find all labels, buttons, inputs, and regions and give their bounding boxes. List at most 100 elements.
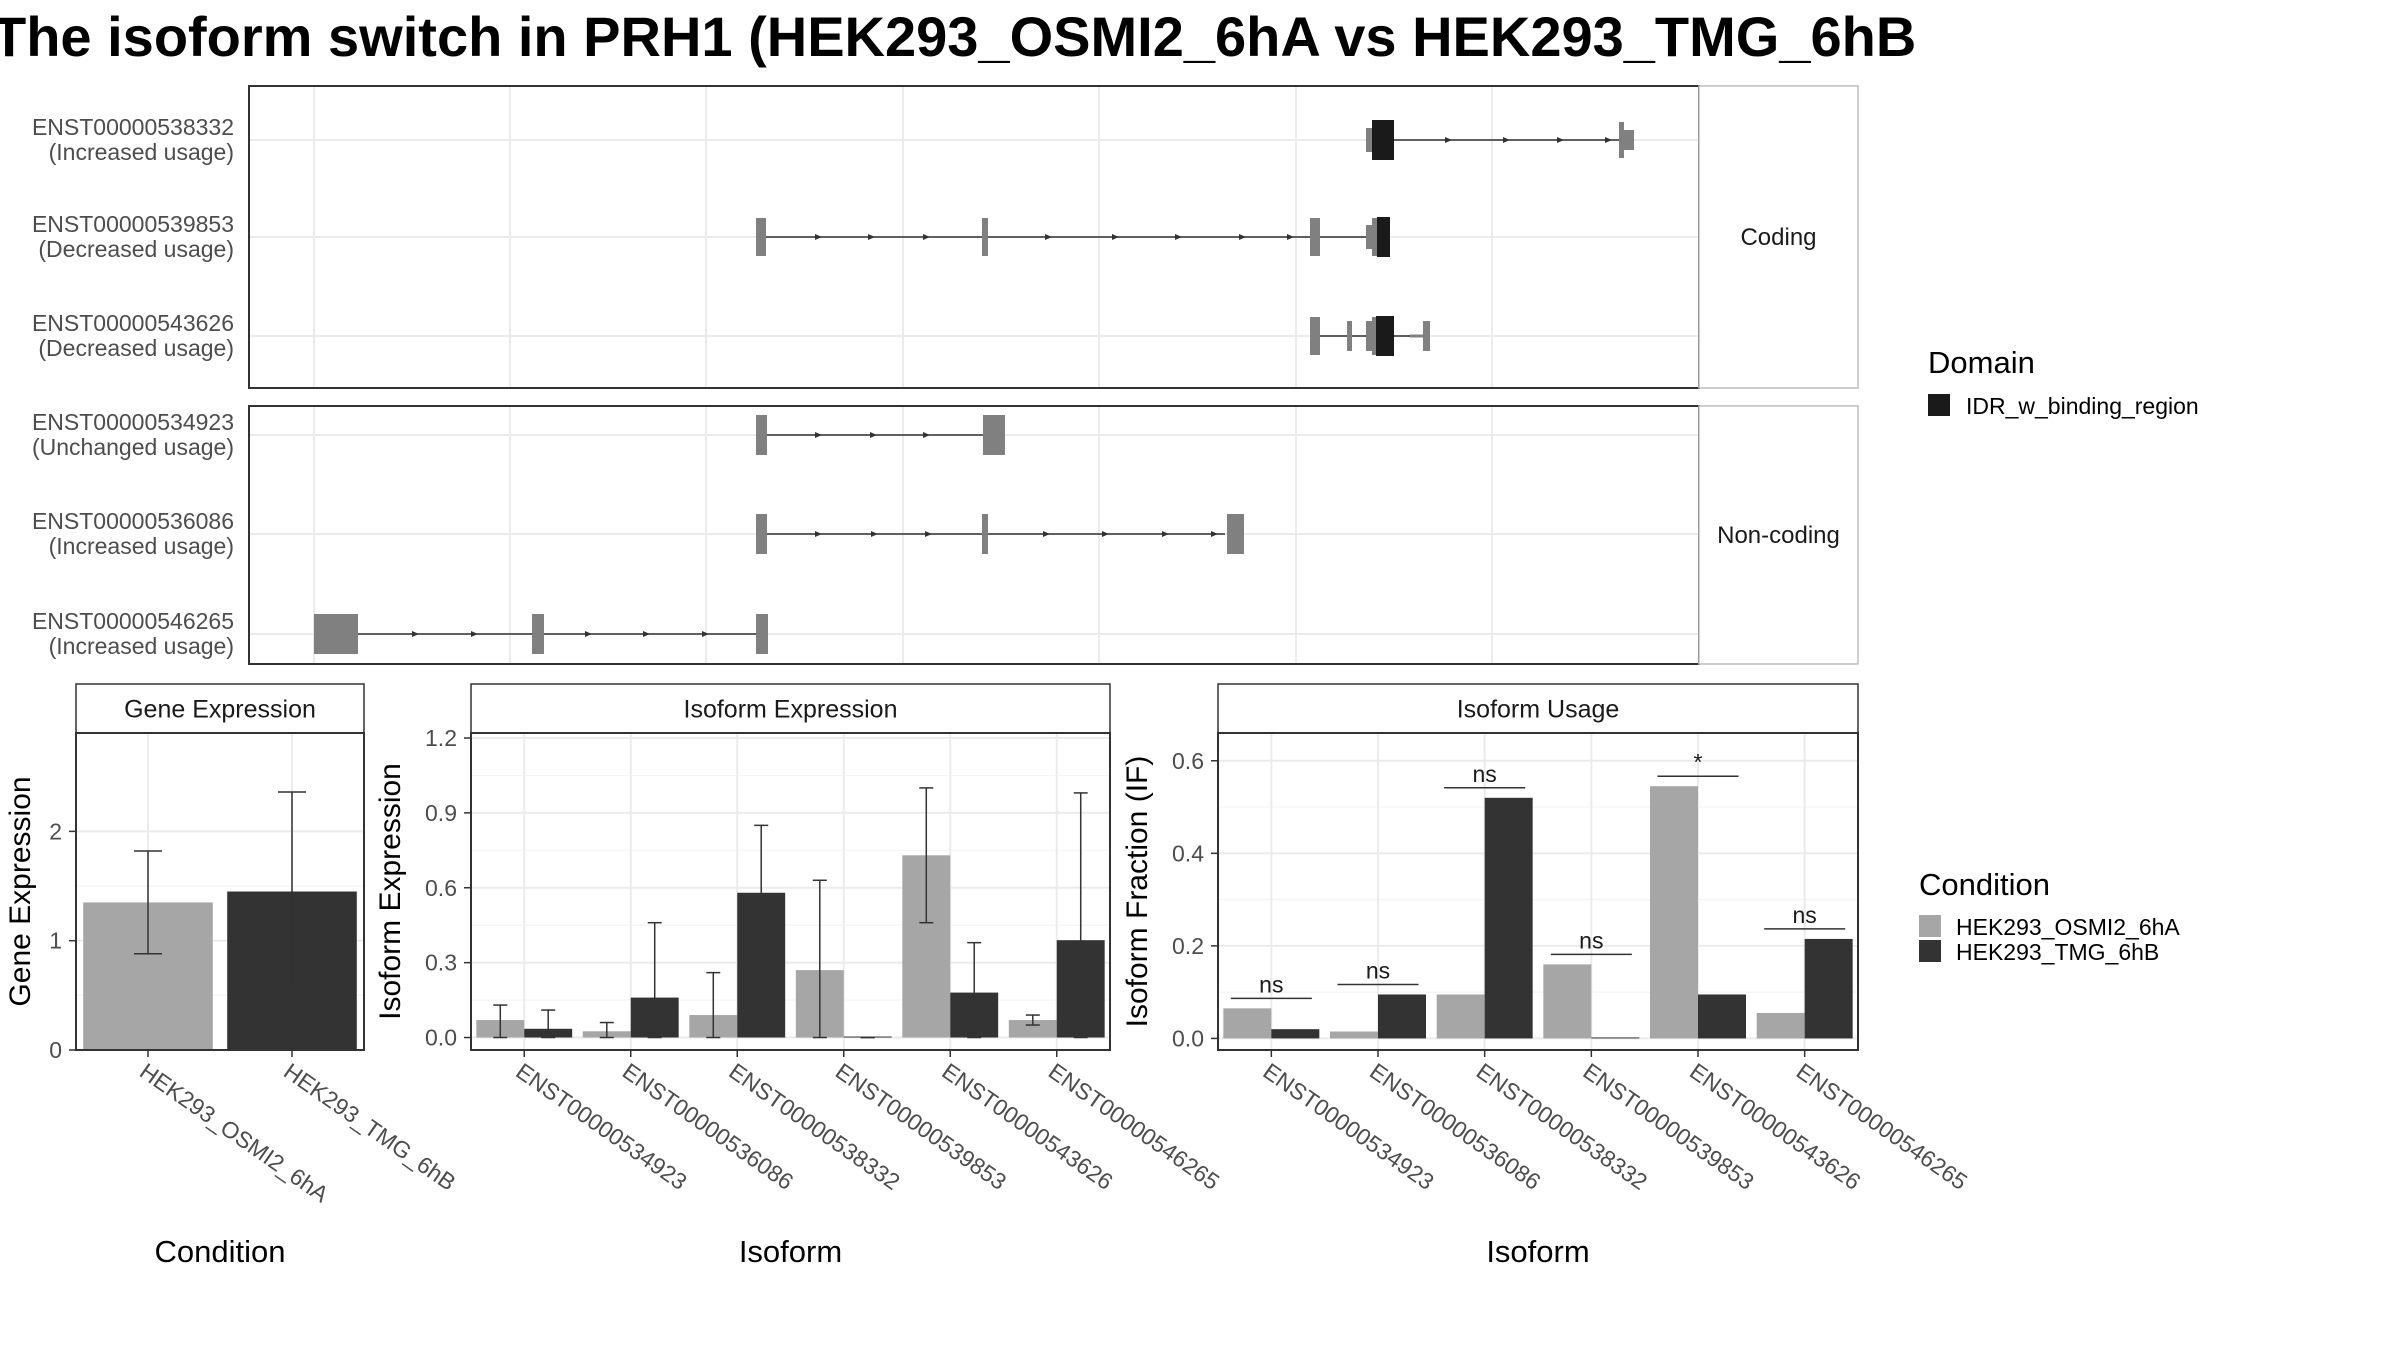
significance-label: ns	[1473, 761, 1497, 787]
y-tick-label: 1.2	[425, 725, 457, 751]
x-axis-title: Isoform	[1486, 1234, 1589, 1269]
y-tick-label: 0.0	[425, 1025, 457, 1051]
exon	[982, 514, 988, 554]
significance-label: ns	[1366, 957, 1390, 983]
strand-arrow	[585, 631, 592, 637]
condition-legend-label-tmg: HEK293_TMG_6hB	[1956, 939, 2159, 965]
y-axis-title: Isoform Expression	[374, 763, 407, 1020]
transcript-id-label: ENST00000534923	[32, 409, 234, 435]
strand-arrow	[1503, 137, 1510, 143]
y-tick-label: 0.2	[1172, 933, 1204, 959]
chart-title-strip	[470, 683, 1111, 734]
exon	[1624, 130, 1634, 150]
condition-legend-swatch-osmi	[1919, 915, 1941, 937]
condition-legend: Condition HEK293_OSMI2_6hA HEK293_TMG_6h…	[1919, 867, 2180, 965]
bar-ENST00000539853-HEK293_TMG_6hB	[1591, 1037, 1640, 1039]
chart-isoform-expression: Isoform Expression 0.0 0.3 0.6 0.9 1.2 ENST000…	[374, 683, 1224, 1269]
exon	[1310, 218, 1320, 256]
transcript-usage-label: (Increased usage)	[49, 533, 234, 559]
transcript-panel-non-coding: Non-coding ENST00000534923(Unchanged usag…	[32, 405, 1859, 665]
transcript-id-label: ENST00000538332	[32, 114, 234, 140]
facet-strip	[1698, 405, 1859, 665]
bar-ENST00000543626-HEK293_TMG_6hB	[1698, 994, 1746, 1039]
strand-arrow	[1287, 234, 1294, 240]
plot-background	[1218, 733, 1858, 1050]
plot-background	[471, 733, 1110, 1050]
x-tick-label: ENST00000534923	[1258, 1058, 1438, 1195]
transcript-id-label: ENST00000536086	[32, 508, 234, 534]
strand-arrow	[815, 432, 822, 438]
chart-title: Isoform Usage	[1457, 696, 1620, 724]
condition-legend-label-osmi: HEK293_OSMI2_6hA	[1956, 914, 2180, 940]
bar-ENST00000538332-HEK293_TMG_6hB	[1484, 797, 1533, 1039]
y-tick-label: 2	[49, 818, 62, 844]
x-tick-label: ENST00000534923	[511, 1058, 691, 1195]
significance-label: ns	[1793, 902, 1817, 928]
strand-arrow	[1239, 234, 1246, 240]
x-axis-title: Condition	[155, 1234, 286, 1269]
strand-arrow	[412, 631, 419, 637]
y-tick-label: 0.0	[1172, 1025, 1204, 1051]
domain-IDR_w_binding_region	[1377, 217, 1390, 257]
chart-title-strip	[1217, 683, 1859, 734]
exon	[1310, 317, 1320, 355]
exon	[983, 415, 1005, 455]
exon	[756, 614, 768, 654]
bar-ENST00000534923-HEK293_TMG_6hB	[1271, 1029, 1320, 1039]
domain-legend-title: Domain	[1928, 345, 2035, 380]
condition-legend-title: Condition	[1919, 867, 2050, 902]
bar-ENST00000546265-HEK293_OSMI2_6hA	[1756, 1012, 1805, 1039]
strand-arrow	[870, 432, 877, 438]
facet-label-non-coding: Non-coding	[1717, 522, 1840, 549]
bar-ENST00000536086-HEK293_OSMI2_6hA	[1330, 1031, 1378, 1039]
transcript-id-label: ENST00000546265	[32, 608, 234, 634]
strand-arrow	[815, 234, 822, 240]
chart-title: Isoform Expression	[684, 696, 898, 724]
panel-border	[1217, 732, 1859, 1051]
transcript-ENST00000539853: ENST00000539853(Decreased usage)	[32, 211, 1390, 262]
exon	[532, 614, 544, 654]
transcript-usage-label: (Increased usage)	[49, 139, 234, 165]
y-tick-label: 0.4	[1172, 840, 1204, 866]
domain-IDR_w_binding_region	[1376, 316, 1394, 356]
exon	[982, 218, 988, 256]
bar-ENST00000543626-HEK293_OSMI2_6hA	[1650, 786, 1698, 1039]
panel-border	[470, 732, 1111, 1051]
significance-label: *	[1694, 749, 1703, 775]
exon	[1366, 321, 1372, 351]
exon	[314, 614, 358, 654]
facet-label-coding: Coding	[1740, 224, 1816, 251]
exon	[1366, 128, 1372, 152]
x-tick-label: ENST00000538332	[1472, 1058, 1652, 1195]
domain-legend: Domain IDR_w_binding_region	[1928, 345, 2199, 419]
exon	[1366, 225, 1372, 249]
transcript-id-label: ENST00000543626	[32, 310, 234, 336]
x-tick-label: ENST00000546265	[1792, 1058, 1972, 1195]
x-axis-title: Isoform	[739, 1234, 842, 1269]
exon	[1423, 321, 1430, 351]
y-tick-label: 1	[49, 928, 62, 954]
transcript-ENST00000534923: ENST00000534923(Unchanged usage)	[32, 409, 1005, 460]
bar-ENST00000546265-HEK293_TMG_6hB	[1804, 938, 1853, 1039]
strand-arrow	[923, 432, 930, 438]
transcript-usage-label: (Decreased usage)	[38, 236, 234, 262]
x-tick-label: ENST00000536086	[618, 1058, 798, 1195]
transcript-ENST00000543626: ENST00000543626(Decreased usage)	[32, 310, 1430, 361]
facet-strip	[1698, 85, 1859, 389]
figure-title: The isoform switch in PRH1 (HEK293_OSMI2…	[0, 5, 1916, 68]
transcript-ENST00000538332: ENST00000538332(Increased usage)	[32, 114, 1634, 165]
strand-arrow	[702, 631, 709, 637]
exon	[1347, 321, 1352, 351]
y-axis-title: Gene Expression	[4, 776, 37, 1006]
exon	[1619, 122, 1624, 158]
transcript-usage-label: (Unchanged usage)	[32, 434, 234, 460]
exon	[1227, 514, 1244, 554]
transcript-ENST00000536086: ENST00000536086(Increased usage)	[32, 508, 1244, 559]
exon	[756, 514, 767, 554]
strand-arrow	[923, 234, 930, 240]
panel-border	[75, 732, 365, 1051]
bar-ENST00000546265-HEK293_OSMI2_6hA	[1008, 1020, 1057, 1038]
x-tick-label: ENST00000536086	[1365, 1058, 1545, 1195]
strand-arrow	[471, 631, 478, 637]
chart-title-strip	[75, 683, 365, 734]
